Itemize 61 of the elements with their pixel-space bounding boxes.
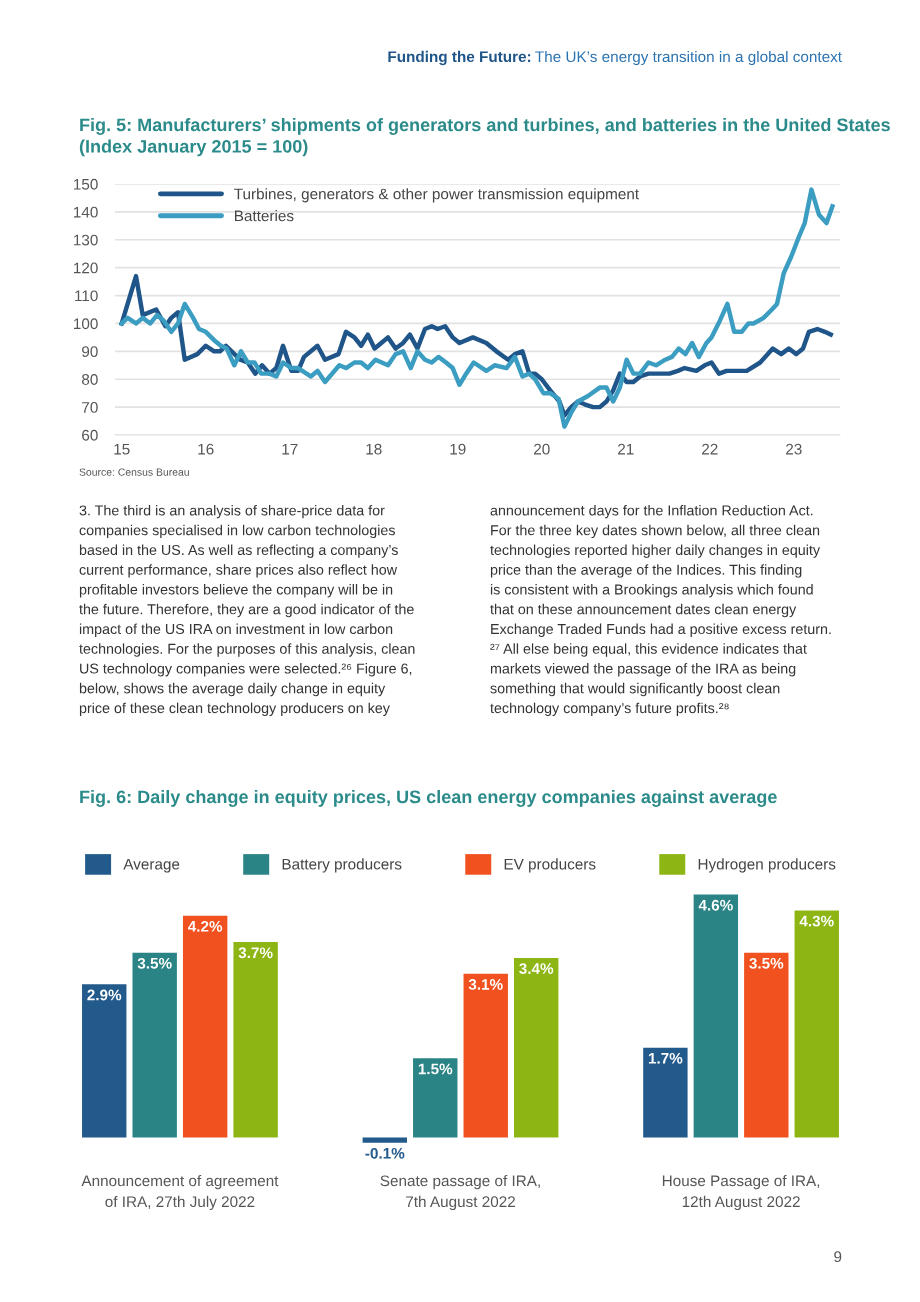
text: 3. The third is an analysis of share-price data for companies specialised in low carbon technologies based in the US. As well as reflecting a company’s current performance, share prices also reflect how profitable investors believe the company will be in the future. Therefore, they are a good indicator of the impact of the US IRA on investment in low carbon technologies. For the purposes of this analysis, clean US technology companies were selected.²⁶ Figure 6, below, shows the average daily change in equity price of these clean technology producers on key [79, 505, 415, 716]
legend-label: Battery producers [282, 858, 402, 873]
x-tick-label: 16 [198, 443, 214, 455]
y-tick-label: 140 [74, 206, 98, 218]
y-tick-label: 90 [82, 346, 98, 358]
bar [362, 1137, 408, 1143]
y-tick-label: 110 [75, 290, 98, 302]
bar [463, 973, 508, 1138]
bar [794, 910, 839, 1138]
legend-label: Turbines, generators & other power transmission equipment [234, 188, 639, 203]
x-tick-label: 15 [114, 443, 130, 455]
data-label: 3.1% [468, 979, 503, 990]
y-tick-label: 130 [74, 234, 98, 246]
data-label: 2.9% [87, 989, 122, 1001]
data-label: 1.7% [648, 1052, 683, 1064]
legend-label: Batteries [235, 210, 294, 222]
bar [82, 984, 127, 1138]
bar [693, 894, 739, 1138]
bar [513, 957, 559, 1138]
x-tick-label: 19 [450, 443, 466, 455]
line-series [119, 187, 835, 429]
source-note: Source: Census Bureau [79, 468, 189, 476]
legend-label: Hydrogen producers [698, 858, 836, 873]
x-tick-label: 22 [702, 443, 718, 455]
x-tick-label: 21 [618, 443, 634, 455]
legend-label: Average [123, 858, 180, 873]
data-label: 4.2% [187, 920, 223, 932]
text: 9 [834, 1251, 842, 1263]
y-tick-label: 100 [74, 318, 98, 330]
y-tick-label: 80 [82, 374, 98, 385]
bar [182, 915, 228, 1138]
chart-title: Fig. 5: Manufacturers’ shipments of generators and turbines, and batteries in the United States (Index January 2015 = 100) [79, 118, 890, 157]
bar [132, 952, 177, 1138]
y-tick-label: 60 [82, 429, 98, 441]
y-tick-label: 120 [74, 262, 98, 274]
data-label: 4.3% [799, 915, 834, 927]
legend-label: EV producers [504, 858, 596, 873]
bar [643, 1047, 688, 1138]
bar [413, 1058, 458, 1138]
bar [233, 942, 278, 1138]
data-label: 4.6% [698, 899, 733, 911]
data-label: 3.4% [519, 963, 554, 975]
text: Funding the Future: [388, 50, 531, 66]
text: announcement days for the Inflation Reduction Act. For the three key dates shown below, all three clean technologies reported higher daily changes in equity price than the average of the Indices. This finding is consistent with a Brookings analysis which found that on these announcement dates clean energy Exchange Traded Funds had a positive excess return. ²⁷ All else being equal, this evidence indicates that markets viewed the passage of the IRA as being something that would significantly boost clean technology company’s future profits.²⁸ [490, 505, 831, 716]
x-tick-label: 18 [366, 443, 382, 455]
x-tick-label: Senate passage of IRA, 7th August 2022 [380, 1174, 540, 1211]
data-label: 3.7% [238, 947, 273, 959]
text: The UK’s energy transition in a global context [535, 50, 842, 66]
data-label: -0.1% [365, 1147, 405, 1159]
data-label: 1.5% [418, 1063, 453, 1075]
y-tick-label: 150 [74, 178, 98, 190]
x-tick-label: Announcement of agreement of IRA, 27th July 2022 [81, 1174, 279, 1211]
chart-title: Fig. 6: Daily change in equity prices, US clean energy companies against average [80, 790, 777, 807]
x-tick-label: House Passage of IRA, 12th August 2022 [662, 1174, 820, 1211]
y-tick-label: 70 [82, 401, 98, 413]
x-tick-label: 17 [282, 443, 298, 455]
x-tick-label: 23 [786, 443, 802, 455]
data-label: 3.5% [749, 957, 784, 969]
bar [744, 952, 789, 1138]
x-tick-label: 20 [534, 443, 550, 455]
data-label: 3.5% [137, 957, 172, 969]
